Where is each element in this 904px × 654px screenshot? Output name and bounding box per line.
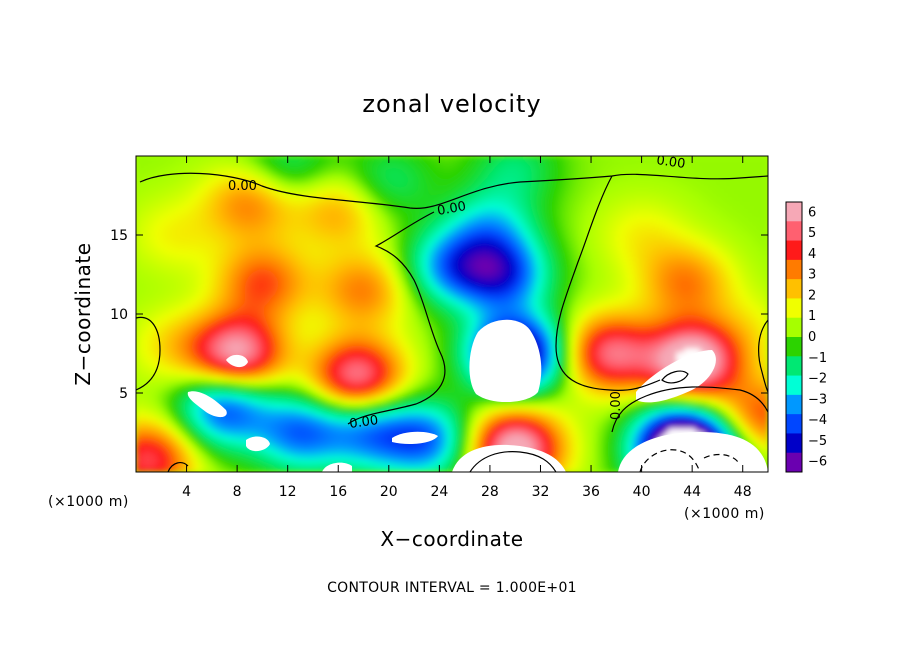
colorbar-swatch bbox=[786, 452, 802, 473]
chart-title: zonal velocity bbox=[362, 90, 541, 118]
contour-zero-left bbox=[136, 316, 161, 391]
x-tick-label: 4 bbox=[182, 484, 191, 500]
saturation-blob-right bbox=[636, 350, 716, 403]
x-tick-label: 48 bbox=[734, 484, 752, 500]
colorbar-tick-label: 1 bbox=[808, 309, 816, 324]
colorbar-swatch bbox=[786, 375, 802, 396]
x-tick-label: 12 bbox=[279, 484, 297, 500]
y-axis: 5 10 15 bbox=[110, 228, 768, 402]
colorbar-tick-label: 3 bbox=[808, 268, 816, 283]
contour-label: 0.00 bbox=[228, 179, 257, 194]
x-tick-label: 28 bbox=[481, 484, 499, 500]
colorbar-swatch bbox=[786, 414, 802, 434]
colorbar-swatch bbox=[786, 317, 802, 338]
colorbar-tick-label: −5 bbox=[808, 434, 827, 449]
contour-inner-right bbox=[661, 370, 689, 384]
y-tick-label: 5 bbox=[119, 386, 128, 402]
x-tick-label: 40 bbox=[633, 484, 651, 500]
colorbar-tick-label: 5 bbox=[808, 226, 816, 241]
colorbar-tick-label: 6 bbox=[808, 205, 816, 220]
x-tick-label: 32 bbox=[532, 484, 550, 500]
contour-labels: 0.00 0.00 0.00 0.00 0.00 bbox=[228, 153, 686, 432]
colorbar-swatch bbox=[786, 240, 802, 261]
colorbar-tick-label: −3 bbox=[808, 392, 827, 407]
y-tick-label: 10 bbox=[110, 307, 128, 323]
contour-label: 0.00 bbox=[348, 413, 379, 432]
x-tick-label: 8 bbox=[233, 484, 242, 500]
x-tick-label: 20 bbox=[380, 484, 398, 500]
saturation-blob-bottom-right bbox=[618, 432, 768, 472]
y-axis-title: Z−coordinate bbox=[71, 242, 95, 385]
x-axis: 4 8 12 16 20 24 28 32 36 40 44 48 bbox=[182, 156, 752, 500]
colorbar-swatch bbox=[786, 433, 802, 454]
contour-zero-bottom-right bbox=[611, 386, 768, 433]
colorbar-swatch bbox=[786, 279, 802, 299]
contour-zero-center-right bbox=[555, 175, 661, 391]
contour-label: 0.00 bbox=[436, 199, 467, 219]
colorbar-frame bbox=[785, 201, 803, 473]
saturation-blob-left-5 bbox=[226, 354, 248, 368]
contour-label: 0.00 bbox=[655, 153, 686, 172]
saturation-blob-center bbox=[469, 319, 542, 403]
contour-zero-top bbox=[139, 172, 768, 209]
contour-dashed-bottom-right bbox=[639, 449, 701, 472]
heatmap-field bbox=[136, 156, 768, 472]
contour-zero-right-edge bbox=[758, 319, 768, 393]
colorbar-swatch bbox=[786, 394, 802, 415]
plot-area: 0.00 0.00 0.00 0.00 0.00 bbox=[136, 153, 768, 472]
colorbar-tick-label: −6 bbox=[808, 455, 827, 470]
x-tick-label: 44 bbox=[683, 484, 701, 500]
colorbar-tick-label: 2 bbox=[808, 288, 816, 303]
contour-bottom-left bbox=[167, 462, 189, 472]
colorbar-swatch bbox=[786, 298, 802, 319]
colorbar-tick-label: 4 bbox=[808, 247, 816, 262]
colorbar-swatch bbox=[786, 337, 802, 357]
colorbar-swatch bbox=[786, 202, 802, 222]
colorbar-swatch bbox=[786, 221, 802, 242]
saturation-blob-left-1 bbox=[187, 391, 227, 418]
x-tick-label: 36 bbox=[582, 484, 600, 500]
x-tick-label: 16 bbox=[329, 484, 347, 500]
y-tick-label: 15 bbox=[110, 228, 128, 244]
saturation-regions bbox=[187, 319, 768, 472]
contour-label: 0.00 bbox=[609, 391, 624, 420]
saturation-blob-left-3 bbox=[322, 462, 352, 472]
contour-lines bbox=[136, 172, 768, 472]
contour-zero-center-left bbox=[347, 211, 446, 425]
contour-dashed-bottom-right-2 bbox=[703, 453, 739, 463]
colorbar-tick-label: −4 bbox=[808, 413, 827, 428]
colorbar-tick-label: −1 bbox=[808, 351, 827, 366]
colorbar: 6 5 4 3 2 1 0 −1 −2 −3 −4 −5 −6 bbox=[785, 201, 827, 473]
colorbar-swatch bbox=[786, 259, 802, 280]
x-axis-unit-left: (×1000 m) bbox=[48, 494, 129, 510]
saturation-blob-left-4 bbox=[392, 431, 438, 444]
colorbar-swatch bbox=[786, 356, 802, 377]
contour-interval-note: CONTOUR INTERVAL = 1.000E+01 bbox=[327, 580, 577, 596]
saturation-blob-left-2 bbox=[246, 436, 270, 452]
contour-inner-bottom bbox=[469, 451, 557, 472]
colorbar-tick-label: −2 bbox=[808, 372, 827, 387]
colorbar-tick-label: 0 bbox=[808, 330, 816, 345]
x-tick-label: 24 bbox=[430, 484, 448, 500]
x-axis-unit-right: (×1000 m) bbox=[684, 506, 765, 522]
x-axis-title: X−coordinate bbox=[380, 527, 523, 551]
saturation-blob-bottom-center bbox=[452, 444, 566, 472]
